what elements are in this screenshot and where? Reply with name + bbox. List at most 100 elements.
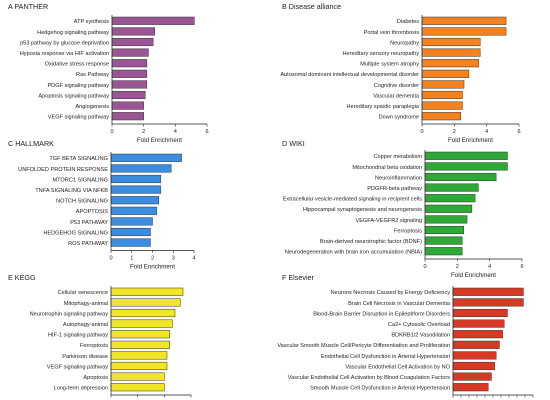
- x-tick-label: 2: [453, 129, 456, 135]
- category-label: VEGF signaling pathway: [47, 364, 108, 370]
- bar: [110, 185, 162, 194]
- x-tick-label: 1: [130, 255, 133, 261]
- category-label: Long-term depression: [54, 386, 108, 392]
- category-label: TNFA SIGNALING VIA NFKB: [35, 188, 108, 194]
- bar: [110, 164, 172, 173]
- x-tick-label: 2: [151, 255, 154, 261]
- category-label: Neurodegeneration with brain iron accumu…: [285, 250, 422, 256]
- bar: [110, 287, 184, 296]
- category-label: ROS PATHWAY: [68, 241, 108, 247]
- bar: [421, 59, 479, 68]
- bar: [452, 383, 489, 392]
- x-tick-label: 4: [174, 129, 177, 135]
- bar: [452, 351, 497, 360]
- x-tick-label: 4: [488, 264, 491, 270]
- category-label: HIF-1 signaling pathway: [48, 333, 108, 339]
- category-label: Autosomal dominant intellectual developm…: [280, 72, 419, 78]
- category-label: PDGF signaling pathway: [47, 83, 109, 89]
- x-tick-label: 2: [456, 264, 459, 270]
- category-label: Ras Pathway: [76, 72, 109, 78]
- bar: [110, 227, 151, 237]
- panel-4: D WIKI Copper metabolism Mitochondrial bet…: [282, 139, 524, 279]
- category-label: BDKRB1/2 Vasodilation: [391, 333, 450, 339]
- category-label: Hereditary spastic paraplegia: [347, 104, 420, 110]
- x-tick-label: 4: [485, 129, 488, 135]
- category-label: Parkinson disease: [62, 354, 108, 360]
- category-label: VEGFA-VEGFR2 signaling: [355, 218, 422, 224]
- bar: [110, 372, 165, 381]
- category-label: ATP synthesis: [74, 19, 109, 25]
- bar: [110, 340, 170, 349]
- category-label: Autophagy-animal: [63, 322, 108, 328]
- bar: [111, 101, 144, 110]
- x-tick-label: 2: [142, 129, 145, 135]
- panel-label: E KEGG: [8, 273, 36, 282]
- x-axis-title: Fold Enrichment: [130, 263, 175, 270]
- bar: [110, 153, 182, 162]
- category-label: UNFOLDED PROTEIN RESPONSE: [18, 167, 108, 173]
- bar: [424, 204, 473, 213]
- bar: [110, 351, 168, 360]
- category-label: p53 pathway by glucose deprivation: [20, 40, 109, 46]
- category-label: Mitochondrial beta oxidation: [352, 165, 422, 171]
- bar: [111, 80, 148, 89]
- category-label: Smooth Muscle Cell Dysfunction in Arteri…: [310, 386, 450, 392]
- category-label: Vascular Endothelial Cell Activation by …: [288, 375, 450, 381]
- bar: [110, 298, 181, 307]
- bar: [111, 112, 144, 121]
- category-label: Endothelial Cell Dysfunction in Arterial…: [321, 354, 450, 360]
- x-tick-label: 3: [172, 255, 175, 261]
- category-label: Extracellular vesicle-mediated signaling…: [283, 197, 422, 203]
- bar: [111, 48, 149, 57]
- bar: [110, 238, 151, 247]
- bar: [424, 162, 508, 171]
- x-tick-label: 0: [420, 129, 423, 135]
- bar: [421, 101, 463, 110]
- category-label: Ca2+ Cytosolic Overload: [388, 322, 450, 328]
- category-label: Diabetes: [397, 19, 419, 25]
- category-label: Neurotrophin signaling pathway: [30, 311, 109, 317]
- panel-5: E KEGG Cellular senescence Mitophagy-anima…: [8, 273, 192, 398]
- bar: [110, 217, 153, 226]
- bar: [421, 27, 507, 36]
- x-tick-label: 6: [520, 264, 523, 270]
- category-label: Oxidative stress response: [45, 62, 109, 68]
- category-label: APOPTOSIS: [76, 209, 108, 215]
- bar: [111, 59, 148, 68]
- category-label: Blood-Brain Barrier Disruption in Epilep…: [313, 311, 450, 317]
- bar: [421, 80, 465, 89]
- x-axis-title: Fold Enrichment: [448, 137, 493, 144]
- category-label: MTORC1 SIGNALING: [52, 177, 108, 183]
- bar: [452, 340, 500, 349]
- panel-label: D WIKI: [282, 139, 305, 148]
- category-label: Mitophagy-animal: [64, 301, 108, 307]
- category-label: Hereditary sensory neuropathy: [343, 51, 420, 57]
- category-label: Copper metabolism: [373, 154, 422, 160]
- bar: [452, 298, 524, 307]
- x-axis-title: Fold Enrichment: [137, 137, 182, 144]
- category-label: PDGFR-beta pathway: [367, 186, 422, 192]
- category-label: Ferroptosis: [394, 228, 422, 234]
- panel-label: F Elsevier: [282, 273, 315, 282]
- panel-label: A PANTHER: [8, 2, 48, 11]
- panel-1: A PANTHER ATP synthesis Hedgehog signaling…: [8, 2, 209, 144]
- x-tick-label: 0: [109, 255, 112, 261]
- bar: [424, 225, 465, 235]
- bar: [452, 330, 503, 339]
- x-tick-label: 0: [110, 129, 113, 135]
- bar: [421, 48, 481, 57]
- panel-label: B Disease alliance: [282, 2, 341, 11]
- category-label: Multiple system atrophy: [360, 62, 419, 68]
- bar: [452, 319, 505, 328]
- panel-6: F Elsevier Neurons Necrosis Caused by Ene…: [277, 273, 534, 398]
- category-label: HEDGEHOG SIGNALING: [43, 230, 108, 236]
- category-label: Apoptosis signaling pathway: [38, 93, 109, 99]
- bar: [110, 319, 173, 328]
- bar: [452, 308, 508, 318]
- category-label: Neurons Necrosis Caused by Energy Defici…: [331, 290, 451, 296]
- x-tick-label: 4: [192, 255, 195, 261]
- category-label: VEGF signaling pathway: [48, 115, 109, 121]
- bar: [421, 90, 463, 100]
- bar: [110, 174, 162, 184]
